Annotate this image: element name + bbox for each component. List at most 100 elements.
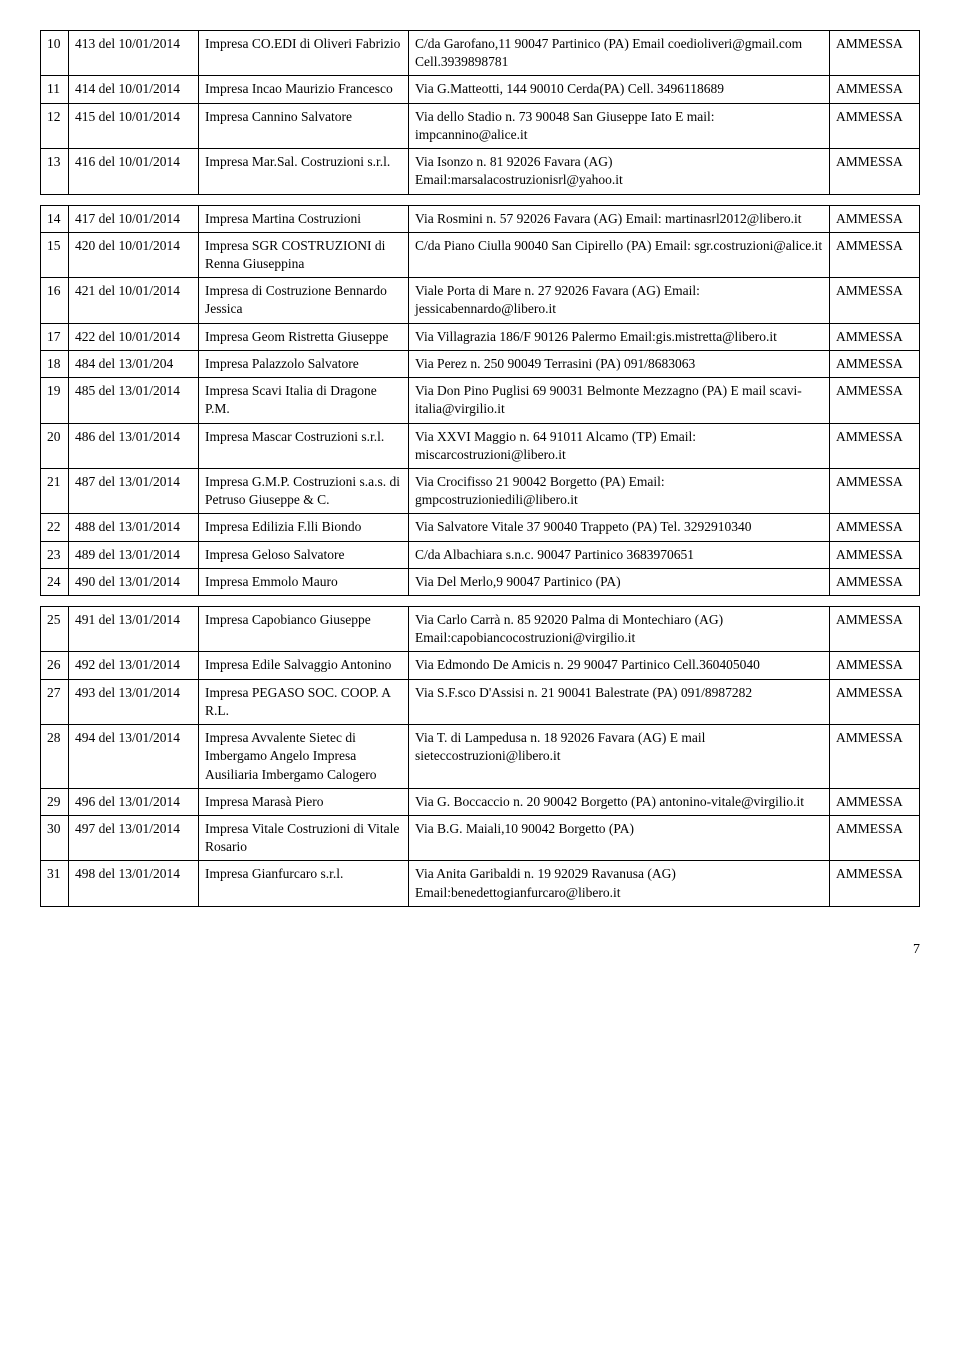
cell-status: AMMESSA xyxy=(830,861,920,906)
cell-impresa: Impresa Cannino Salvatore xyxy=(199,103,409,148)
table-row: 24490 del 13/01/2014Impresa Emmolo Mauro… xyxy=(41,568,920,595)
cell-addr: Via Anita Garibaldi n. 19 92029 Ravanusa… xyxy=(409,861,830,906)
cell-impresa: Impresa Incao Maurizio Francesco xyxy=(199,76,409,103)
cell-impresa: Impresa Gianfurcaro s.r.l. xyxy=(199,861,409,906)
cell-n: 11 xyxy=(41,76,69,103)
table-row: 28494 del 13/01/2014Impresa Avvalente Si… xyxy=(41,725,920,789)
cell-addr: Via dello Stadio n. 73 90048 San Giusepp… xyxy=(409,103,830,148)
cell-impresa: Impresa SGR COSTRUZIONI di Renna Giusepp… xyxy=(199,232,409,277)
cell-addr: Via G.Matteotti, 144 90010 Cerda(PA) Cel… xyxy=(409,76,830,103)
cell-n: 14 xyxy=(41,205,69,232)
cell-impresa: Impresa Scavi Italia di Dragone P.M. xyxy=(199,378,409,423)
table-row: 20486 del 13/01/2014Impresa Mascar Costr… xyxy=(41,423,920,468)
cell-ref: 415 del 10/01/2014 xyxy=(69,103,199,148)
cell-impresa: Impresa PEGASO SOC. COOP. A R.L. xyxy=(199,679,409,724)
cell-addr: Via B.G. Maiali,10 90042 Borgetto (PA) xyxy=(409,816,830,861)
cell-impresa: Impresa Marasà Piero xyxy=(199,788,409,815)
cell-n: 18 xyxy=(41,350,69,377)
page-number: 7 xyxy=(40,942,920,958)
cell-status: AMMESSA xyxy=(830,278,920,323)
cell-n: 23 xyxy=(41,541,69,568)
table-row: 30497 del 13/01/2014Impresa Vitale Costr… xyxy=(41,816,920,861)
cell-ref: 413 del 10/01/2014 xyxy=(69,31,199,76)
table-row: 17422 del 10/01/2014Impresa Geom Ristret… xyxy=(41,323,920,350)
cell-addr: Via Crocifisso 21 90042 Borgetto (PA) Em… xyxy=(409,468,830,513)
cell-status: AMMESSA xyxy=(830,788,920,815)
cell-ref: 422 del 10/01/2014 xyxy=(69,323,199,350)
table-row: 31498 del 13/01/2014Impresa Gianfurcaro … xyxy=(41,861,920,906)
table-row: 10413 del 10/01/2014Impresa CO.EDI di Ol… xyxy=(41,31,920,76)
cell-n: 30 xyxy=(41,816,69,861)
cell-impresa: Impresa Geloso Salvatore xyxy=(199,541,409,568)
cell-status: AMMESSA xyxy=(830,423,920,468)
cell-addr: Via Perez n. 250 90049 Terrasini (PA) 09… xyxy=(409,350,830,377)
cell-status: AMMESSA xyxy=(830,103,920,148)
cell-n: 24 xyxy=(41,568,69,595)
cell-n: 21 xyxy=(41,468,69,513)
cell-impresa: Impresa Emmolo Mauro xyxy=(199,568,409,595)
cell-n: 12 xyxy=(41,103,69,148)
cell-n: 20 xyxy=(41,423,69,468)
table-row: 18484 del 13/01/204Impresa Palazzolo Sal… xyxy=(41,350,920,377)
cell-status: AMMESSA xyxy=(830,541,920,568)
cell-status: AMMESSA xyxy=(830,378,920,423)
cell-ref: 489 del 13/01/2014 xyxy=(69,541,199,568)
cell-n: 27 xyxy=(41,679,69,724)
cell-addr: C/da Piano Ciulla 90040 San Cipirello (P… xyxy=(409,232,830,277)
cell-ref: 416 del 10/01/2014 xyxy=(69,149,199,194)
admissions-table-2: 14417 del 10/01/2014Impresa Martina Cost… xyxy=(40,205,920,597)
cell-status: AMMESSA xyxy=(830,514,920,541)
cell-n: 15 xyxy=(41,232,69,277)
cell-ref: 490 del 13/01/2014 xyxy=(69,568,199,595)
cell-n: 28 xyxy=(41,725,69,789)
cell-addr: Via Carlo Carrà n. 85 92020 Palma di Mon… xyxy=(409,607,830,652)
cell-impresa: Impresa Mar.Sal. Costruzioni s.r.l. xyxy=(199,149,409,194)
cell-n: 26 xyxy=(41,652,69,679)
cell-status: AMMESSA xyxy=(830,31,920,76)
cell-ref: 421 del 10/01/2014 xyxy=(69,278,199,323)
cell-impresa: Impresa G.M.P. Costruzioni s.a.s. di Pet… xyxy=(199,468,409,513)
table-row: 21487 del 13/01/2014Impresa G.M.P. Costr… xyxy=(41,468,920,513)
cell-addr: Via Rosmini n. 57 92026 Favara (AG) Emai… xyxy=(409,205,830,232)
cell-ref: 486 del 13/01/2014 xyxy=(69,423,199,468)
cell-addr: C/da Garofano,11 90047 Partinico (PA) Em… xyxy=(409,31,830,76)
cell-ref: 496 del 13/01/2014 xyxy=(69,788,199,815)
table-row: 23489 del 13/01/2014Impresa Geloso Salva… xyxy=(41,541,920,568)
cell-impresa: Impresa Palazzolo Salvatore xyxy=(199,350,409,377)
cell-impresa: Impresa Vitale Costruzioni di Vitale Ros… xyxy=(199,816,409,861)
table-row: 12415 del 10/01/2014Impresa Cannino Salv… xyxy=(41,103,920,148)
cell-status: AMMESSA xyxy=(830,323,920,350)
cell-ref: 494 del 13/01/2014 xyxy=(69,725,199,789)
cell-ref: 484 del 13/01/204 xyxy=(69,350,199,377)
cell-impresa: Impresa Edilizia F.lli Biondo xyxy=(199,514,409,541)
table-row: 27493 del 13/01/2014Impresa PEGASO SOC. … xyxy=(41,679,920,724)
table-row: 15420 del 10/01/2014Impresa SGR COSTRUZI… xyxy=(41,232,920,277)
table-row: 29496 del 13/01/2014Impresa Marasà Piero… xyxy=(41,788,920,815)
cell-status: AMMESSA xyxy=(830,725,920,789)
cell-addr: Via Del Merlo,9 90047 Partinico (PA) xyxy=(409,568,830,595)
cell-n: 25 xyxy=(41,607,69,652)
cell-status: AMMESSA xyxy=(830,350,920,377)
table-row: 16421 del 10/01/2014Impresa di Costruzio… xyxy=(41,278,920,323)
cell-n: 31 xyxy=(41,861,69,906)
cell-n: 10 xyxy=(41,31,69,76)
cell-n: 19 xyxy=(41,378,69,423)
cell-status: AMMESSA xyxy=(830,232,920,277)
cell-impresa: Impresa CO.EDI di Oliveri Fabrizio xyxy=(199,31,409,76)
cell-addr: Viale Porta di Mare n. 27 92026 Favara (… xyxy=(409,278,830,323)
table-row: 13416 del 10/01/2014Impresa Mar.Sal. Cos… xyxy=(41,149,920,194)
cell-impresa: Impresa di Costruzione Bennardo Jessica xyxy=(199,278,409,323)
cell-status: AMMESSA xyxy=(830,76,920,103)
table-row: 14417 del 10/01/2014Impresa Martina Cost… xyxy=(41,205,920,232)
cell-ref: 417 del 10/01/2014 xyxy=(69,205,199,232)
cell-addr: Via S.F.sco D'Assisi n. 21 90041 Balestr… xyxy=(409,679,830,724)
cell-ref: 485 del 13/01/2014 xyxy=(69,378,199,423)
cell-ref: 414 del 10/01/2014 xyxy=(69,76,199,103)
cell-ref: 487 del 13/01/2014 xyxy=(69,468,199,513)
cell-n: 16 xyxy=(41,278,69,323)
cell-n: 22 xyxy=(41,514,69,541)
cell-ref: 491 del 13/01/2014 xyxy=(69,607,199,652)
cell-status: AMMESSA xyxy=(830,679,920,724)
cell-status: AMMESSA xyxy=(830,607,920,652)
cell-ref: 497 del 13/01/2014 xyxy=(69,816,199,861)
